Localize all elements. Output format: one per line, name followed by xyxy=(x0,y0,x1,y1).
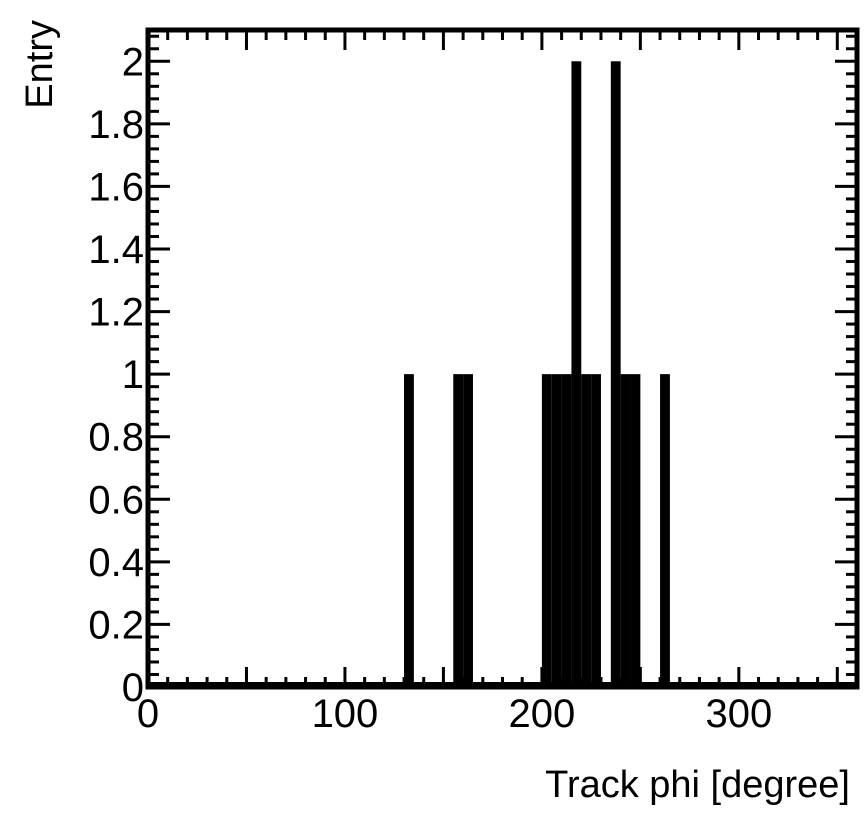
y-tick-label: 1.6 xyxy=(88,165,144,209)
histogram-bar xyxy=(404,374,414,687)
histogram-bar xyxy=(660,374,670,687)
x-axis-title: Track phi [degree] xyxy=(545,764,850,806)
y-tick-label: 0.6 xyxy=(88,478,144,522)
histogram-bar xyxy=(581,374,592,687)
histogram-bar xyxy=(541,374,552,687)
x-tick-label: 100 xyxy=(312,692,379,736)
y-tick-label: 0.2 xyxy=(88,603,144,647)
x-tick-label: 0 xyxy=(137,692,159,736)
y-tick-labels: 0 0.2 0.4 0.6 0.8 1 1.2 1.4 1.6 1.8 2 xyxy=(88,40,144,710)
histogram-bar xyxy=(610,61,621,688)
x-tick-label: 200 xyxy=(509,692,576,736)
histogram-bar xyxy=(620,374,631,687)
y-tick-label: 0.4 xyxy=(88,541,144,585)
histogram-bar xyxy=(630,374,641,687)
y-tick-label: 1.4 xyxy=(88,228,144,272)
plot-frame xyxy=(145,27,860,690)
y-tick-label: 0.8 xyxy=(88,416,144,460)
histogram-bar xyxy=(561,374,572,687)
histogram-bars xyxy=(148,61,857,688)
y-tick-label: 2 xyxy=(122,40,144,84)
histogram-bar xyxy=(463,374,473,687)
x-tick-labels: 0 100 200 300 xyxy=(137,692,772,736)
y-tick-label: 1.8 xyxy=(88,103,144,147)
histogram-bar xyxy=(571,61,582,688)
y-tick-label: 1.2 xyxy=(88,291,144,335)
histogram-bar xyxy=(551,374,562,687)
x-tick-label: 300 xyxy=(705,692,772,736)
y-tick-label: 1 xyxy=(122,353,144,397)
histogram-bar xyxy=(591,374,601,687)
histogram-bar xyxy=(453,374,464,687)
y-tick-label: 0 xyxy=(122,666,144,710)
axis-ticks xyxy=(146,30,859,689)
y-axis-title: Entry xyxy=(19,20,61,109)
